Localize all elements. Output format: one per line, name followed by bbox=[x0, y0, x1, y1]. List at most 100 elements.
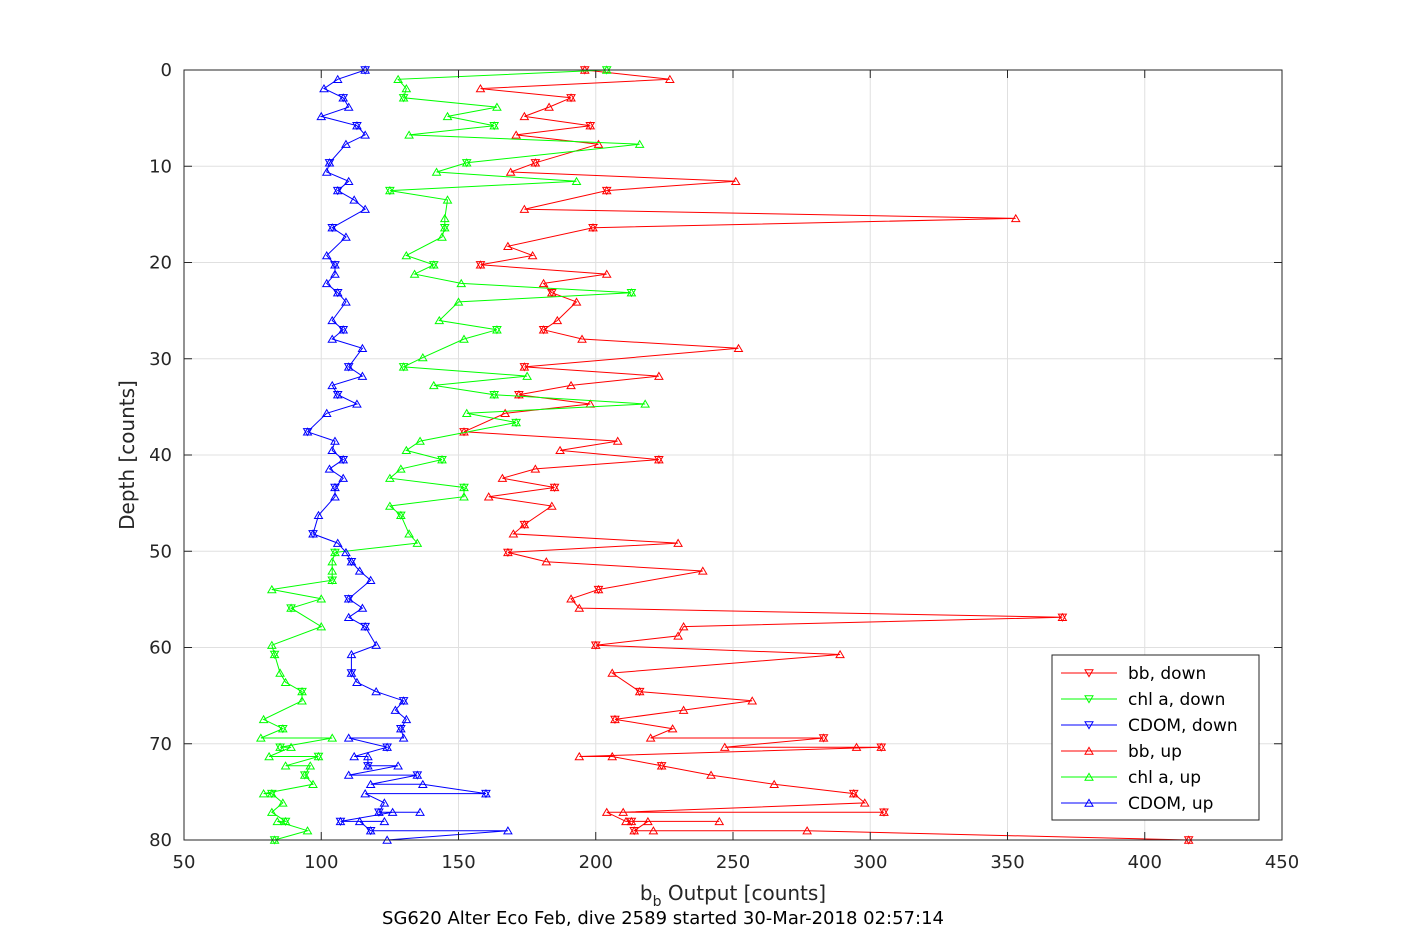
data-point-up bbox=[357, 343, 368, 353]
data-point-down bbox=[492, 326, 502, 335]
data-point-up bbox=[327, 566, 338, 575]
data-point-up bbox=[272, 816, 283, 826]
data-point-up bbox=[555, 445, 565, 455]
data-point-down bbox=[519, 520, 530, 530]
data-point-down bbox=[654, 455, 664, 465]
data-point-up bbox=[327, 733, 338, 742]
data-point-down bbox=[398, 363, 409, 372]
data-point-up bbox=[678, 622, 689, 631]
data-point-up bbox=[275, 668, 285, 677]
data-point-up bbox=[519, 204, 530, 213]
data-point-down bbox=[585, 121, 596, 131]
data-point-up bbox=[302, 826, 313, 835]
legend-swatch-marker bbox=[1084, 669, 1094, 678]
data-point-up bbox=[634, 139, 645, 148]
y-tick-label: 40 bbox=[149, 445, 172, 466]
data-point-up bbox=[640, 399, 651, 408]
x-tick-label: 150 bbox=[441, 852, 475, 873]
data-point-up bbox=[354, 816, 365, 826]
data-point-down bbox=[818, 734, 829, 743]
data-point-down bbox=[629, 827, 640, 836]
data-point-up bbox=[316, 111, 327, 121]
data-point-up bbox=[264, 751, 274, 761]
data-point-up bbox=[566, 380, 576, 390]
data-point-down bbox=[634, 687, 645, 697]
data-point-up bbox=[566, 594, 576, 603]
data-point-up bbox=[321, 250, 332, 260]
data-point-down bbox=[503, 548, 513, 557]
data-point-up bbox=[327, 334, 338, 343]
y-tick-label: 30 bbox=[149, 349, 172, 370]
legend-item: bb, down bbox=[1061, 664, 1206, 684]
data-point-up bbox=[360, 130, 371, 139]
data-point-up bbox=[280, 677, 291, 686]
data-point-down bbox=[346, 669, 357, 678]
y-tick-label: 60 bbox=[149, 638, 172, 659]
data-point-up bbox=[456, 278, 467, 288]
data-point-up bbox=[319, 83, 329, 93]
data-point-down bbox=[511, 418, 522, 428]
data-point-up bbox=[503, 826, 513, 835]
legend-label: bb, down bbox=[1128, 664, 1206, 684]
data-point-up bbox=[363, 751, 373, 761]
x-axis-label-rest: Output [counts] bbox=[661, 881, 826, 905]
data-point-down bbox=[848, 789, 859, 799]
y-tick-label: 50 bbox=[149, 541, 172, 562]
data-point-up bbox=[332, 538, 343, 547]
legend-swatch-marker bbox=[1084, 746, 1094, 755]
data-point-up bbox=[541, 557, 552, 566]
data-point-up bbox=[574, 603, 585, 612]
data-point-up bbox=[607, 668, 618, 677]
data-point-up bbox=[522, 371, 532, 380]
data-point-down bbox=[360, 622, 371, 632]
data-point-up bbox=[258, 714, 269, 724]
data-point-down bbox=[395, 724, 406, 734]
x-tick-label: 300 bbox=[853, 852, 887, 873]
data-point-down bbox=[302, 428, 313, 437]
data-point-up bbox=[643, 816, 653, 826]
data-point-up bbox=[330, 269, 340, 278]
data-point-down bbox=[461, 159, 472, 168]
data-point-down bbox=[363, 762, 373, 771]
data-point-up bbox=[379, 798, 390, 807]
data-point-up bbox=[505, 167, 516, 176]
data-point-down bbox=[266, 789, 277, 799]
data-point-up bbox=[417, 779, 428, 789]
data-point-up bbox=[434, 315, 445, 325]
data-point-up bbox=[571, 176, 582, 186]
y-tick-label: 80 bbox=[149, 830, 172, 851]
data-point-up bbox=[343, 733, 354, 742]
data-point-up bbox=[859, 798, 870, 807]
data-point-down bbox=[286, 604, 296, 613]
data-point-up bbox=[360, 789, 371, 798]
data-point-up bbox=[607, 751, 618, 761]
data-point-down bbox=[338, 326, 349, 335]
data-point-down bbox=[332, 390, 343, 400]
data-point-up bbox=[527, 250, 538, 260]
data-point-up bbox=[258, 789, 269, 798]
data-point-up bbox=[321, 408, 332, 417]
data-point-up bbox=[417, 353, 428, 362]
x-tick-label: 50 bbox=[173, 852, 196, 873]
data-point-up bbox=[431, 167, 442, 176]
data-point-up bbox=[601, 269, 612, 278]
data-point-down bbox=[549, 483, 560, 493]
data-point-up bbox=[648, 826, 659, 835]
data-point-down bbox=[459, 483, 469, 493]
data-point-down bbox=[530, 159, 541, 168]
x-tick-label: 250 bbox=[716, 852, 750, 873]
data-point-up bbox=[349, 751, 360, 761]
data-point-up bbox=[483, 492, 494, 501]
data-point-up bbox=[706, 770, 716, 779]
data-point-down bbox=[1057, 613, 1068, 622]
data-point-up bbox=[459, 334, 469, 343]
x-axis-label: bb Output [counts] bbox=[640, 881, 826, 910]
data-point-down bbox=[299, 771, 310, 780]
y-tick-label: 20 bbox=[149, 253, 172, 274]
data-point-down bbox=[330, 483, 340, 493]
data-point-up bbox=[365, 779, 376, 789]
data-point-up bbox=[415, 436, 425, 445]
data-point-up bbox=[769, 779, 780, 789]
legend-item: bb, up bbox=[1061, 742, 1182, 762]
